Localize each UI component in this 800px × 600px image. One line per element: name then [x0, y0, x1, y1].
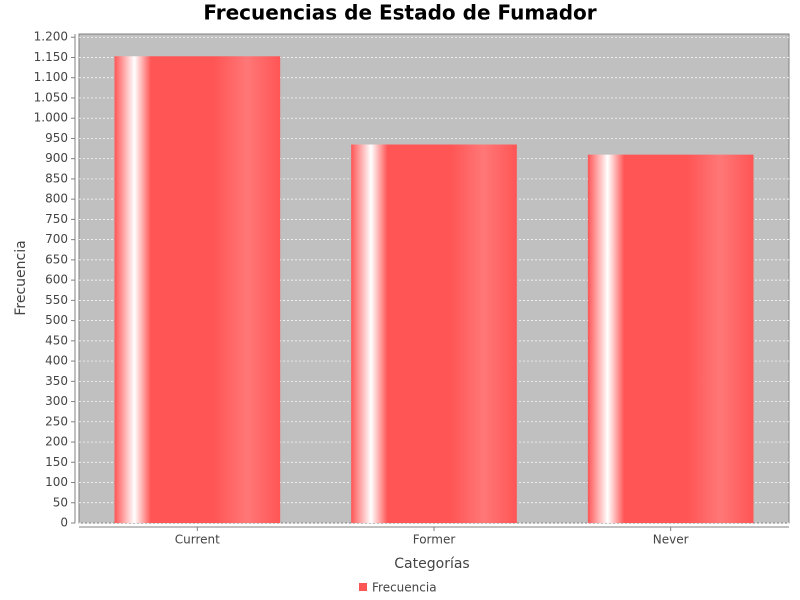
x-axis-title: Categorías	[394, 556, 469, 572]
y-tick-label: 50	[53, 495, 68, 509]
y-tick-label: 900	[45, 151, 68, 165]
legend-label: Frecuencia	[372, 581, 437, 595]
y-tick-label: 400	[45, 354, 68, 368]
x-tick-label: Never	[653, 533, 689, 547]
y-tick-label: 300	[45, 394, 68, 408]
bar	[587, 154, 754, 523]
y-tick-label: 150	[45, 455, 68, 469]
y-tick-label: 850	[45, 171, 68, 185]
y-tick-label: 200	[45, 435, 68, 449]
y-tick-label: 950	[45, 131, 68, 145]
x-tick-label: Former	[413, 533, 456, 547]
y-tick-label: 800	[45, 192, 68, 206]
y-tick-label: 600	[45, 273, 68, 287]
x-tick-label: Current	[175, 533, 220, 547]
y-tick-label: 1.200	[34, 30, 68, 44]
y-tick-label: 550	[45, 293, 68, 307]
y-tick-label: 1.100	[34, 70, 68, 84]
y-tick-label: 100	[45, 475, 68, 489]
bar	[114, 56, 281, 524]
y-tick-label: 700	[45, 232, 68, 246]
y-tick-label: 650	[45, 252, 68, 266]
y-tick-label: 450	[45, 333, 68, 347]
y-tick-label: 1.150	[34, 50, 68, 64]
chart-title: Frecuencias de Estado de Fumador	[203, 1, 596, 25]
y-tick-label: 1.050	[34, 90, 68, 104]
bar	[351, 144, 517, 524]
y-tick-label: 250	[45, 414, 68, 428]
y-tick-label: 500	[45, 313, 68, 327]
y-tick-label: 0	[60, 516, 68, 530]
y-tick-label: 350	[45, 374, 68, 388]
legend-swatch	[359, 583, 367, 591]
y-tick-label: 750	[45, 212, 68, 226]
y-tick-label: 1.000	[34, 111, 68, 125]
y-axis-title: Frecuencia	[13, 240, 29, 315]
